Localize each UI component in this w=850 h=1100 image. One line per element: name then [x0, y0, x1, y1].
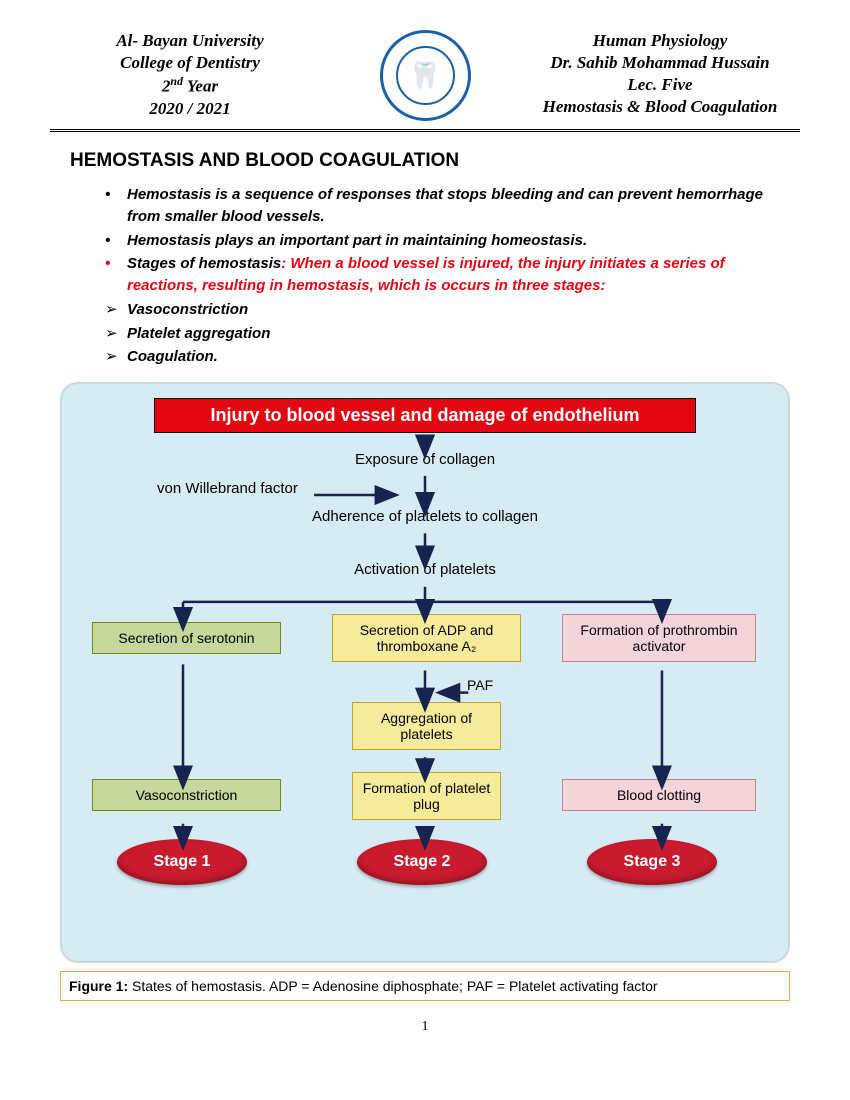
- academic-year: 2020 / 2021: [50, 98, 330, 120]
- header-left-block: Al- Bayan University College of Dentistr…: [50, 30, 330, 120]
- flow-box-plug: Formation of platelet plug: [352, 772, 501, 820]
- arrow-bullet-icon: ➢: [105, 323, 127, 345]
- bullet-dot-icon: •: [105, 184, 127, 206]
- college-name: College of Dentistry: [50, 52, 330, 74]
- instructor-name: Dr. Sahib Mohammad Hussain: [520, 52, 800, 74]
- flow-box-aggregation: Aggregation of platelets: [352, 702, 501, 750]
- flow-box-adp: Secretion of ADP and thromboxane A₂: [332, 614, 521, 662]
- flow-box-serotonin: Secretion of serotonin: [92, 622, 281, 654]
- flow-node-vwf: von Willebrand factor: [157, 480, 298, 497]
- course-name: Human Physiology: [520, 30, 800, 52]
- bullet-item: • Hemostasis is a sequence of responses …: [105, 184, 770, 228]
- bullet-list: • Hemostasis is a sequence of responses …: [105, 184, 770, 368]
- bullet-dot-icon: •: [105, 253, 127, 275]
- flow-label-paf: PAF: [467, 677, 493, 693]
- page-container: Al- Bayan University College of Dentistr…: [0, 0, 850, 1065]
- document-header: Al- Bayan University College of Dentistr…: [50, 30, 800, 132]
- flow-box-vasoconstriction: Vasoconstriction: [92, 779, 281, 811]
- bullet-dot-icon: •: [105, 230, 127, 252]
- lecture-topic: Hemostasis & Blood Coagulation: [520, 96, 800, 118]
- header-right-block: Human Physiology Dr. Sahib Mohammad Huss…: [520, 30, 800, 118]
- bullet-item: • Hemostasis plays an important part in …: [105, 230, 770, 252]
- bullet-item: ➢ Platelet aggregation: [105, 323, 770, 345]
- tooth-icon: 🦷: [409, 61, 441, 91]
- flowchart-banner: Injury to blood vessel and damage of end…: [154, 398, 696, 433]
- arrow-bullet-icon: ➢: [105, 346, 127, 368]
- flow-box-clotting: Blood clotting: [562, 779, 756, 811]
- uni-name: Al- Bayan University: [50, 30, 330, 52]
- arrow-bullet-icon: ➢: [105, 299, 127, 321]
- stage-ellipse-2: Stage 2: [357, 839, 487, 885]
- year-label: 2nd Year: [50, 74, 330, 98]
- bullet-item: ➢ Coagulation.: [105, 346, 770, 368]
- stage-ellipse-3: Stage 3: [587, 839, 717, 885]
- flow-node: Exposure of collagen: [62, 451, 788, 468]
- page-number: 1: [50, 1019, 800, 1035]
- university-logo: 🦷: [380, 30, 471, 121]
- bullet-item: • Stages of hemostasis: When a blood ves…: [105, 253, 770, 297]
- flow-node: Adherence of platelets to collagen: [62, 508, 788, 525]
- lecture-number: Lec. Five: [520, 74, 800, 96]
- flow-node: Activation of platelets: [62, 561, 788, 578]
- section-title: HEMOSTASIS AND BLOOD COAGULATION: [70, 150, 800, 172]
- hemostasis-flowchart: Injury to blood vessel and damage of end…: [60, 382, 790, 963]
- figure-caption: Figure 1: States of hemostasis. ADP = Ad…: [60, 971, 790, 1001]
- bullet-item: ➢ Vasoconstriction: [105, 299, 770, 321]
- flow-box-prothrombin: Formation of prothrombin activator: [562, 614, 756, 662]
- stage-ellipse-1: Stage 1: [117, 839, 247, 885]
